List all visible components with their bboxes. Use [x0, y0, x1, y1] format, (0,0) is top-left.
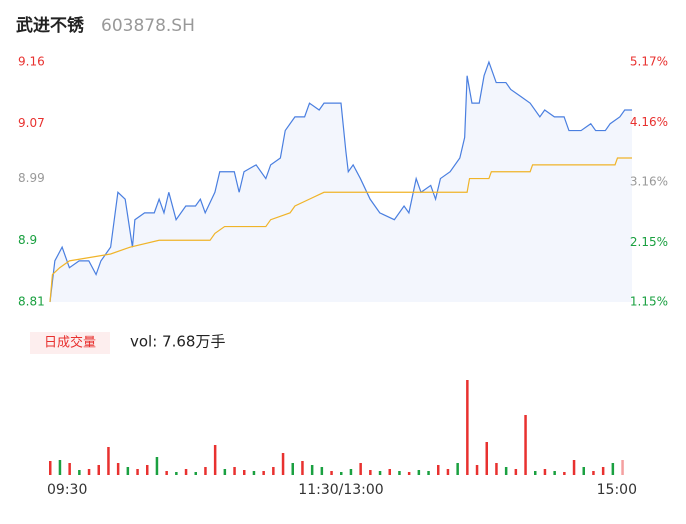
volume-bar: [213, 445, 217, 475]
volume-bar: [359, 463, 362, 475]
volume-bar: [534, 471, 537, 475]
price-line: [49, 60, 632, 303]
x-tick-label: 15:00: [597, 482, 637, 498]
y2-tick-label: 4.16%: [630, 115, 668, 129]
price-area: [50, 62, 632, 302]
average-line: [49, 157, 632, 303]
volume-bar: [165, 471, 168, 475]
volume-bar: [68, 463, 71, 475]
volume-bar: [369, 470, 372, 475]
volume-bar: [611, 463, 615, 475]
volume-bar: [466, 380, 469, 475]
volume-bar: [582, 467, 585, 475]
volume-bar: [49, 461, 52, 475]
y2-tick-label: 5.17%: [630, 55, 668, 69]
volume-bar: [572, 460, 576, 475]
stock-name: 武进不锈: [16, 15, 85, 36]
volume-bar: [437, 465, 440, 475]
y-tick-label: 9.16: [18, 55, 45, 69]
volume-bar: [116, 463, 120, 475]
volume-bar: [291, 463, 294, 475]
volume-bar: [475, 465, 479, 475]
volume-bar: [301, 461, 304, 475]
volume-bar: [330, 471, 333, 475]
volume-bar: [243, 470, 246, 475]
volume-bar: [136, 469, 139, 475]
volume-bar: [504, 467, 508, 475]
volume-bar: [107, 447, 110, 475]
volume-bar: [281, 453, 285, 475]
volume-bar: [126, 467, 130, 475]
volume-bar: [543, 469, 547, 475]
volume-title: 日成交量: [44, 335, 96, 351]
volume-bar: [621, 460, 624, 475]
volume-bar: [204, 467, 207, 475]
stock-code: 603878.SH: [101, 16, 195, 36]
volume-badge: [30, 332, 110, 354]
y-tick-label: 8.81: [18, 295, 45, 309]
volume-bar: [592, 471, 595, 475]
volume-bar: [233, 467, 236, 475]
volume-bar: [524, 415, 527, 475]
volume-bar: [456, 463, 459, 475]
volume-bar: [272, 467, 275, 475]
volume-bar: [320, 467, 324, 475]
volume-bar: [514, 469, 518, 475]
volume-bar: [485, 442, 488, 475]
volume-bar: [184, 469, 188, 475]
volume-bar: [340, 472, 343, 475]
volume-bar: [417, 470, 421, 475]
volume-bar: [87, 469, 91, 475]
volume-bar: [601, 467, 605, 475]
volume-bar: [407, 472, 411, 475]
volume-bar: [427, 471, 430, 475]
volume-bar: [495, 463, 498, 475]
y-tick-label: 8.99: [18, 171, 45, 185]
volume-bar: [262, 471, 265, 475]
volume-bar: [398, 471, 401, 475]
volume-bar: [563, 472, 566, 475]
volume-annotation: vol: 7.68万手: [130, 333, 225, 351]
x-tick-label: 11:30/13:00: [298, 482, 383, 498]
volume-bar: [223, 469, 227, 475]
y2-tick-label: 2.15%: [630, 235, 668, 249]
volume-bar: [252, 471, 256, 475]
volume-bar: [58, 460, 62, 475]
y-tick-label: 9.07: [18, 116, 45, 130]
volume-bar: [446, 469, 450, 475]
volume-bar: [78, 470, 81, 475]
volume-bar: [194, 472, 197, 475]
volume-bar: [97, 465, 100, 475]
y2-tick-label: 1.15%: [630, 295, 668, 309]
volume-bar: [175, 472, 178, 475]
volume-bar: [349, 469, 353, 475]
volume-bar: [146, 465, 149, 475]
y2-tick-label: 3.16%: [630, 175, 668, 189]
volume-bar: [310, 465, 314, 475]
volume-bar: [155, 457, 159, 475]
volume-bar: [388, 469, 391, 475]
x-tick-label: 09:30: [47, 482, 87, 498]
volume-bar: [553, 471, 556, 475]
y-tick-label: 8.9: [18, 233, 37, 247]
volume-bar: [378, 471, 382, 475]
